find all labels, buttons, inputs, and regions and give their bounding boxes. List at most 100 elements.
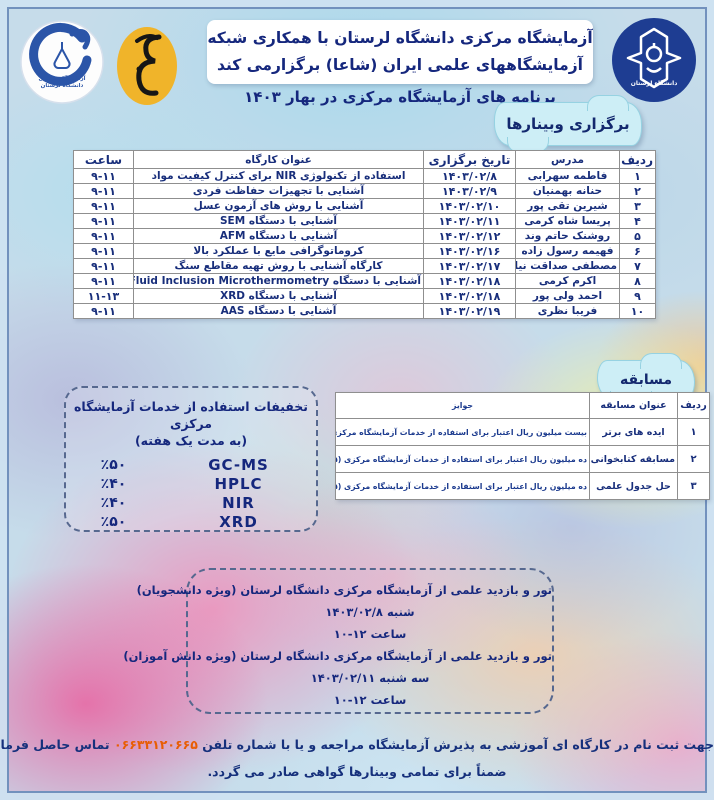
webinar-row: ۹ احمد ولی پور ۱۴۰۳/۰۲/۱۸ آشنایی با دستگ… bbox=[73, 288, 656, 304]
webinar-row-number: ۶ bbox=[619, 243, 656, 259]
webinar-date: ۱۴۰۳/۰۲/۱۹ bbox=[423, 303, 516, 319]
col-header-instructor: مدرس bbox=[515, 150, 620, 169]
competition-prize: ده میلیون ریال اعتبار برای استفاده از خد… bbox=[335, 445, 590, 473]
webinar-row-number: ۵ bbox=[619, 228, 656, 244]
webinar-date: ۱۴۰۳/۰۲/۸ bbox=[423, 168, 516, 184]
webinar-date: ۱۴۰۳/۰۲/۱۸ bbox=[423, 273, 516, 289]
discounts-title-line1: تخفیفات استفاده از خدمات آزمایشگاه مرکزی bbox=[74, 399, 308, 431]
discount-item: HPLC ٪۴۰ bbox=[66, 474, 316, 493]
competition-header-row: ردیف عنوان مسابقه جوایز bbox=[335, 392, 710, 419]
discount-item: XRD ٪۵۰ bbox=[66, 512, 316, 531]
webinar-time: ۹-۱۱ bbox=[73, 228, 134, 244]
webinar-time: ۹-۱۱ bbox=[73, 213, 134, 229]
header-title-line2: آزمایشگاههای علمی ایران (شاعا) برگزارمی … bbox=[217, 56, 583, 74]
webinar-time: ۹-۱۱ bbox=[73, 198, 134, 214]
webinar-row-number: ۹ bbox=[619, 288, 656, 304]
webinar-row-number: ۸ bbox=[619, 273, 656, 289]
tours-panel: تور و بازدید علمی از آزمایشگاه مرکزی دان… bbox=[123, 568, 554, 714]
discount-percent: ٪۵۰ bbox=[100, 456, 127, 473]
col-header-prize: جوایز bbox=[335, 392, 590, 419]
shaa-emblem-icon bbox=[117, 27, 177, 105]
webinar-row: ۳ شیرین تقی پور ۱۴۰۳/۰۲/۱۰ آشنایی با روش… bbox=[73, 198, 656, 214]
webinar-date: ۱۴۰۳/۰۲/۱۶ bbox=[423, 243, 516, 259]
webinar-title: کروماتوگرافی مایع با عملکرد بالا bbox=[133, 243, 424, 259]
webinar-row: ۲ حنانه بهمنیان ۱۴۰۳/۰۲/۹ آشنایی با تجهی… bbox=[73, 183, 656, 199]
competition-row: ۳ حل جدول علمی ده میلیون ریال اعتبار برا… bbox=[335, 472, 710, 500]
col-header-time: ساعت bbox=[73, 150, 134, 169]
webinar-row-number: ۷ bbox=[619, 258, 656, 274]
webinar-row: ۱ فاطمه سهرابی ۱۴۰۳/۰۲/۸ استفاده از تکنو… bbox=[73, 168, 656, 184]
competition-ribbon-label: مسابقه bbox=[620, 372, 672, 388]
discounts-title-line2: (به مدت یک هفته) bbox=[134, 433, 248, 448]
webinars-section-ribbon: برگزاری وبینارها bbox=[494, 95, 642, 153]
webinar-time: ۹-۱۱ bbox=[73, 183, 134, 199]
university-logo: دانشگاه لرستان bbox=[610, 16, 698, 104]
discount-percent: ٪۴۰ bbox=[100, 475, 127, 492]
university-logo-label: دانشگاه لرستان bbox=[630, 80, 678, 87]
webinar-title: آشنایی با دستگاه Fluid Inclusion Microth… bbox=[133, 273, 424, 289]
competition-row-number: ۱ bbox=[677, 418, 710, 446]
col-header-row: ردیف bbox=[677, 392, 710, 419]
webinar-instructor: مصطفی صداقت نیا bbox=[515, 258, 620, 274]
competition-table: ردیف عنوان مسابقه جوایز ۱ ایده های برتر … bbox=[335, 392, 710, 500]
footer-registration-note: جهت ثبت نام در کارگاه ای آموزشی به پذیرش… bbox=[0, 737, 714, 752]
webinar-time: ۹-۱۱ bbox=[73, 303, 134, 319]
competition-title: ایده های برتر bbox=[589, 418, 678, 446]
tour-line: تور و بازدید علمی از آزمایشگاه مرکزی دان… bbox=[123, 649, 552, 663]
webinar-title: آشنایی با دستگاه AAS bbox=[133, 303, 424, 319]
competition-row-number: ۳ bbox=[677, 472, 710, 500]
webinar-instructor: پریسا شاه کرمی bbox=[515, 213, 620, 229]
discounts-list: GC-MS ٪۵۰ HPLC ٪۴۰ NIR ٪۴۰ XRD ٪۵۰ bbox=[66, 455, 316, 531]
webinar-row-number: ۴ bbox=[619, 213, 656, 229]
header-title-box: آزمایشگاه مرکزی دانشگاه لرستان با همکاری… bbox=[207, 20, 593, 84]
competition-prize: ده میلیون ریال اعتبار برای استفاده از خد… bbox=[335, 472, 590, 500]
webinar-time: ۱۱-۱۳ bbox=[73, 288, 134, 304]
discount-service: HPLC bbox=[214, 474, 263, 493]
tour-line: ساعت ۱۰-۱۲ bbox=[333, 693, 407, 707]
discounts-panel: تخفیفات استفاده از خدمات آزمایشگاه مرکزی… bbox=[64, 386, 318, 532]
competition-row-number: ۲ bbox=[677, 445, 710, 473]
competition-row: ۱ ایده های برتر بیست میلیون ریال اعتبار … bbox=[335, 418, 710, 446]
webinar-row: ۸ اکرم کرمی ۱۴۰۳/۰۲/۱۸ آشنایی با دستگاه … bbox=[73, 273, 656, 289]
footer-certificate-note: ضمناً برای تمامی وبینارها گواهی صادر می … bbox=[207, 764, 507, 779]
competition-row: ۲ مسابقه کتابخوانی ده میلیون ریال اعتبار… bbox=[335, 445, 710, 473]
webinar-date: ۱۴۰۳/۰۲/۱۱ bbox=[423, 213, 516, 229]
webinar-date: ۱۴۰۳/۰۲/۱۰ bbox=[423, 198, 516, 214]
webinar-instructor: اکرم کرمی bbox=[515, 273, 620, 289]
webinar-date: ۱۴۰۳/۰۲/۹ bbox=[423, 183, 516, 199]
webinar-title: آشنایی با روش های آزمون عسل bbox=[133, 198, 424, 214]
webinar-title: آشنایی با دستگاه AFM bbox=[133, 228, 424, 244]
phone-number: ۰۶۶۳۳۱۲۰۶۶۵ bbox=[113, 737, 198, 752]
webinar-instructor: احمد ولی پور bbox=[515, 288, 620, 304]
webinar-instructor: شیرین تقی پور bbox=[515, 198, 620, 214]
discount-service: GC-MS bbox=[208, 455, 269, 474]
competition-prize: بیست میلیون ریال اعتبار برای استفاده از … bbox=[335, 418, 590, 446]
webinar-row: ۷ مصطفی صداقت نیا ۱۴۰۳/۰۲/۱۷ کارگاه آشنا… bbox=[73, 258, 656, 274]
webinar-row: ۵ روشنک حاتم وند ۱۴۰۳/۰۲/۱۲ آشنایی با دس… bbox=[73, 228, 656, 244]
webinar-title: کارگاه آشنایی با روش تهیه مقاطع سنگ bbox=[133, 258, 424, 274]
discount-percent: ٪۵۰ bbox=[100, 513, 127, 530]
webinar-title: آشنایی با دستگاه XRD bbox=[133, 288, 424, 304]
webinar-date: ۱۴۰۳/۰۲/۱۸ bbox=[423, 288, 516, 304]
webinar-time: ۹-۱۱ bbox=[73, 273, 134, 289]
discount-item: NIR ٪۴۰ bbox=[66, 493, 316, 512]
discount-item: GC-MS ٪۵۰ bbox=[66, 455, 316, 474]
webinar-row-number: ۱۰ bbox=[619, 303, 656, 319]
col-header-row: ردیف bbox=[619, 150, 656, 169]
competition-title: حل جدول علمی bbox=[589, 472, 678, 500]
webinar-row-number: ۳ bbox=[619, 198, 656, 214]
discount-percent: ٪۴۰ bbox=[100, 494, 127, 511]
webinars-header-row: ردیف مدرس تاریخ برگزاری عنوان کارگاه ساع… bbox=[73, 150, 656, 169]
tour-line: تور و بازدید علمی از آزمایشگاه مرکزی دان… bbox=[136, 583, 552, 597]
header-subtitle: برنامه های آزمایشگاه مرکزی در بهار ۱۴۰۳ bbox=[244, 88, 556, 106]
col-header-date: تاریخ برگزاری bbox=[423, 150, 516, 169]
central-lab-logo: آزمایشگاه مرکزی دانشگاه لرستان bbox=[20, 20, 104, 104]
discount-service: NIR bbox=[222, 493, 255, 512]
webinar-row: ۱۰ فریبا نظری ۱۴۰۳/۰۲/۱۹ آشنایی با دستگا… bbox=[73, 303, 656, 319]
webinar-instructor: فهیمه رسول زاده bbox=[515, 243, 620, 259]
header-title-line1: آزمایشگاه مرکزی دانشگاه لرستان با همکاری… bbox=[207, 29, 593, 47]
webinar-instructor: روشنک حاتم وند bbox=[515, 228, 620, 244]
webinar-title: آشنایی با دستگاه SEM bbox=[133, 213, 424, 229]
webinar-row: ۶ فهیمه رسول زاده ۱۴۰۳/۰۲/۱۶ کروماتوگراف… bbox=[73, 243, 656, 259]
